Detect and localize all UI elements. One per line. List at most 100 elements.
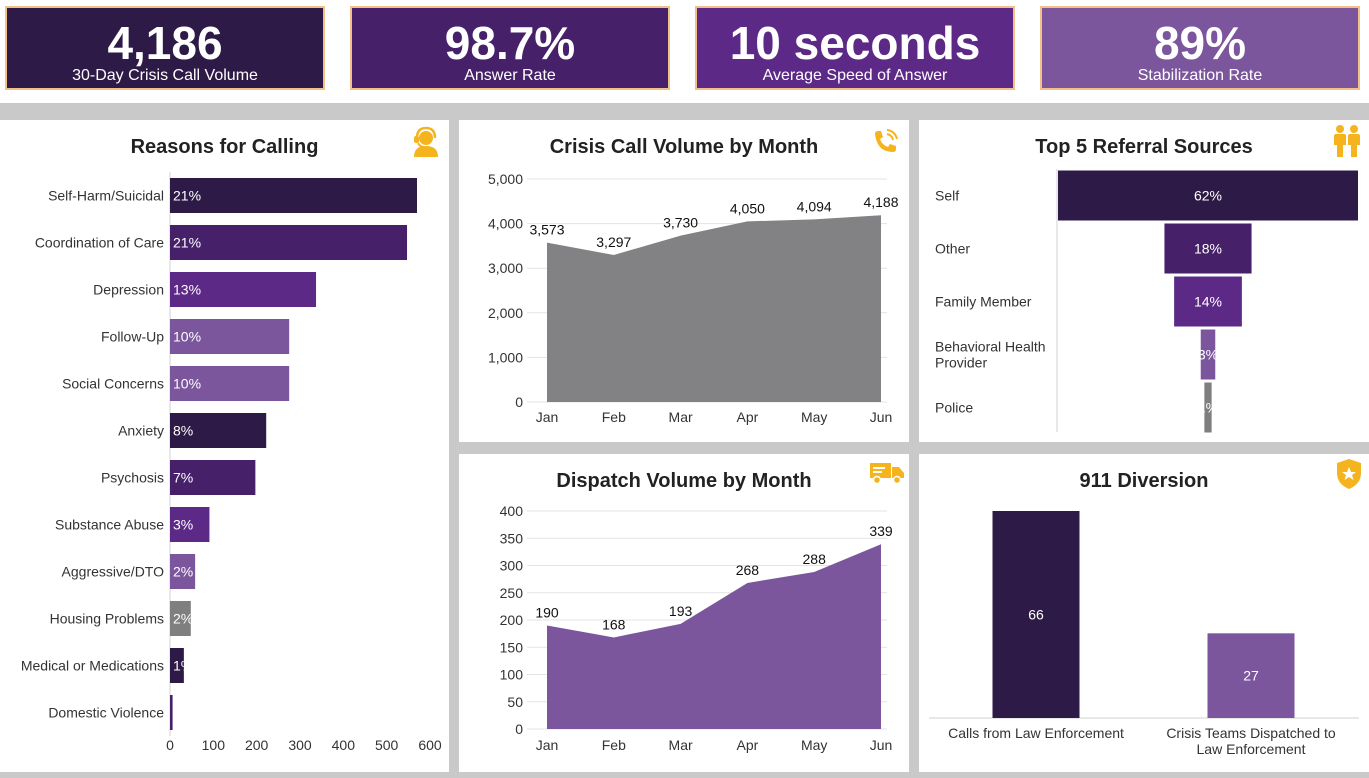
bar-label: 14% [1194,294,1222,310]
bar [170,601,191,636]
bar [1207,633,1295,718]
category-label: Provider [935,355,987,371]
panel-title: Dispatch Volume by Month [556,470,812,492]
y-tick-label: 200 [500,612,524,628]
x-tick-label: 100 [202,737,226,753]
category-label: Housing Problems [50,611,164,627]
referral-panel: Top 5 Referral Sources Self 62% Other 18% Fa… [919,120,1369,442]
data-label: 4,094 [797,198,832,214]
category-label: Anxiety [118,423,164,439]
y-tick-label: 300 [500,558,524,574]
phone-ringing-icon [869,126,901,163]
kpi-label: Answer Rate [464,67,556,84]
y-tick-label: 4,000 [488,216,523,232]
panel-title: Reasons for Calling [130,136,319,158]
category-label: Depression [93,282,164,298]
x-tick-label: 500 [375,737,399,753]
y-tick-label: 5,000 [488,171,523,187]
data-label: 268 [736,562,760,578]
y-tick-label: 0 [515,394,523,410]
crisis-volume-panel: Crisis Call Volume by Month 0 1,000 2,000 3… [459,120,909,442]
bar-label: 27 [1243,668,1259,684]
diversion-panel: 911 Diversion 66 Calls from Law Enforceme… [919,454,1369,772]
x-tick-label: 0 [166,737,174,753]
data-label: 288 [803,551,827,567]
bar-label: 66 [1028,607,1044,623]
police-badge-icon [1335,458,1363,495]
kpi-label: Stabilization Rate [1137,67,1263,84]
bar-label: 8% [173,423,193,439]
bar-label: 7% [173,470,193,486]
kpi-card-answer-rate: 98.7% Answer Rate [350,6,670,90]
bar-label: 10% [173,376,201,392]
category-label: Law Enforcement [1197,741,1306,757]
category-label: Follow-Up [101,329,164,345]
category-label: Calls from Law Enforcement [948,725,1124,741]
category-label: Medical or Medications [21,658,164,674]
kpi-card-speed-of-answer: 10 seconds Average Speed of Answer [695,6,1015,90]
x-tick-label: 300 [288,737,312,753]
bar-label: 3% [173,517,193,533]
referral-chart: Self 62% Other 18% Family Member 14% Behaviora… [935,169,1358,433]
data-label: 4,188 [863,194,898,210]
dispatch-volume-panel: Dispatch Volume by Month 0 50 100 150 200 250… [459,454,909,772]
panel-title: 911 Diversion [1079,470,1209,492]
bar-label: 2% [173,564,193,580]
category-label: Police [935,400,973,416]
category-label: Psychosis [101,470,164,486]
bar-label: 62% [1194,188,1222,204]
bar-label: 1% [1198,400,1218,416]
category-label: Self [935,188,959,204]
data-label: 339 [869,523,893,539]
bar-label: 21% [173,188,201,204]
bar [170,272,317,307]
category-label: Crisis Teams Dispatched to [1166,725,1336,741]
category-label: Family Member [935,294,1032,310]
funnel-bar [1200,329,1216,380]
x-tick-label: Mar [669,409,693,425]
category-label: Substance Abuse [55,517,164,533]
people-icon [1331,124,1363,163]
x-tick-label: Mar [669,737,693,753]
x-tick-label: Jun [870,409,893,425]
y-tick-label: 0 [515,721,523,737]
bar-label: 2% [173,611,193,627]
data-label: 190 [535,604,559,620]
x-tick-label: Feb [602,737,626,753]
category-label: Other [935,241,970,257]
x-tick-label: Apr [737,737,759,753]
x-tick-label: 400 [332,737,356,753]
panel-title: Crisis Call Volume by Month [549,136,819,158]
bar-label: 21% [173,235,201,251]
bar-label: 1% [173,658,193,674]
funnel-bar [1164,223,1252,274]
data-label: 193 [669,603,693,619]
x-tick-label: Apr [737,409,759,425]
bar [170,554,196,589]
area-series [547,544,881,729]
funnel-bar [1058,170,1358,221]
y-tick-label: 250 [500,585,524,601]
bar [170,695,173,730]
y-tick-label: 2,000 [488,305,523,321]
kpi-value: 10 seconds [729,17,981,69]
category-label: Coordination of Care [35,235,164,251]
y-tick-label: 3,000 [488,260,523,276]
kpi-value: 98.7% [444,17,576,69]
reasons-panel: Reasons for Calling Self-Harm/Suicidal 21… [0,120,449,772]
bar [170,178,417,213]
y-tick-label: 350 [500,530,524,546]
category-label: Aggressive/DTO [62,564,165,580]
bar [170,460,256,495]
bar [992,511,1080,718]
kpi-card-call-volume: 4,186 30-Day Crisis Call Volume [5,6,325,90]
x-tick-label: Jan [536,737,559,753]
kpi-card-stabilization-rate: 89% Stabilization Rate [1040,6,1360,90]
funnel-bar [1204,382,1212,433]
kpi-value: 89% [1153,17,1247,69]
category-label: Domestic Violence [48,705,164,721]
x-tick-label: May [801,409,827,425]
operator-headset-icon [410,126,442,163]
x-tick-label: May [801,737,827,753]
kpi-value: 4,186 [107,17,223,69]
